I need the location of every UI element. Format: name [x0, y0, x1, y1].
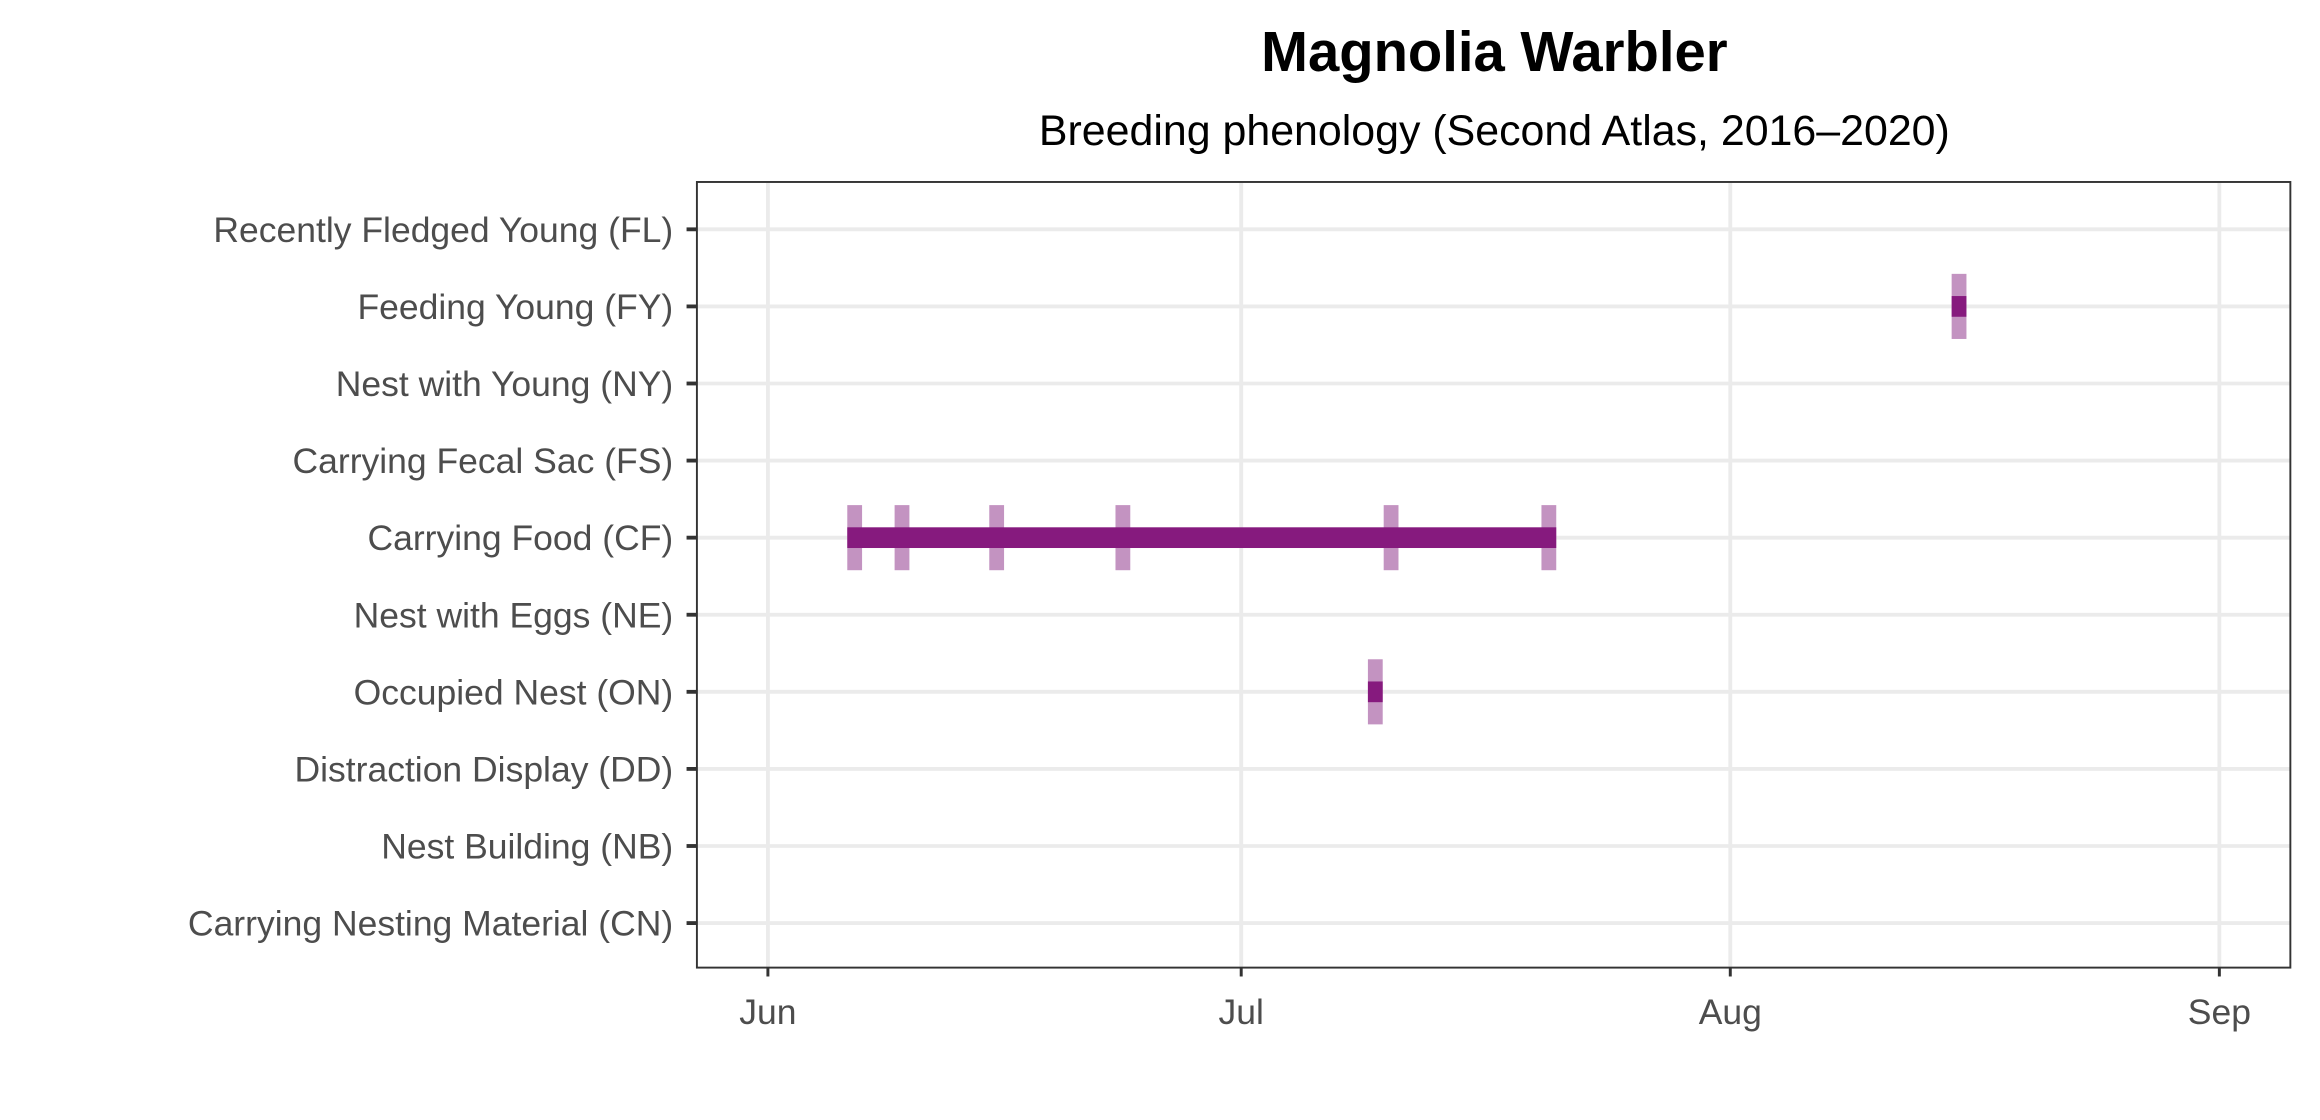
data-marks [847, 273, 1967, 725]
date-range-bar [1367, 681, 1383, 703]
chart-subtitle: Breeding phenology (Second Atlas, 2016–2… [1039, 107, 1950, 155]
chart-title: Magnolia Warbler [1261, 20, 1728, 83]
x-tick-label: Jul [1219, 992, 1264, 1032]
grid-lines [696, 181, 2291, 968]
date-range-bar [1951, 296, 1967, 317]
y-tick-label: Feeding Young (FY) [357, 287, 673, 327]
x-tick-label: Aug [1699, 992, 1762, 1032]
y-tick-label: Carrying Fecal Sac (FS) [293, 441, 674, 481]
y-axis: Recently Fledged Young (FL) Feeding Young… [188, 210, 697, 944]
y-tick-label: Nest Building (NB) [381, 827, 673, 867]
y-tick-label: Distraction Display (DD) [295, 749, 674, 789]
date-range-bar [847, 527, 1557, 549]
plot-panel-border [695, 181, 2292, 969]
y-tick-label: Carrying Nesting Material (CN) [188, 904, 673, 944]
x-tick-label: Jun [739, 992, 796, 1032]
y-tick-label: Nest with Eggs (NE) [354, 595, 674, 635]
y-tick-label: Recently Fledged Young (FL) [213, 210, 673, 250]
x-axis: Jun Jul Aug Sep [739, 967, 2251, 1032]
y-tick-label: Nest with Young (NY) [336, 364, 673, 404]
y-tick-label: Carrying Food (CF) [367, 518, 673, 558]
y-tick-label: Occupied Nest (ON) [354, 672, 674, 712]
x-tick-label: Sep [2188, 992, 2251, 1032]
